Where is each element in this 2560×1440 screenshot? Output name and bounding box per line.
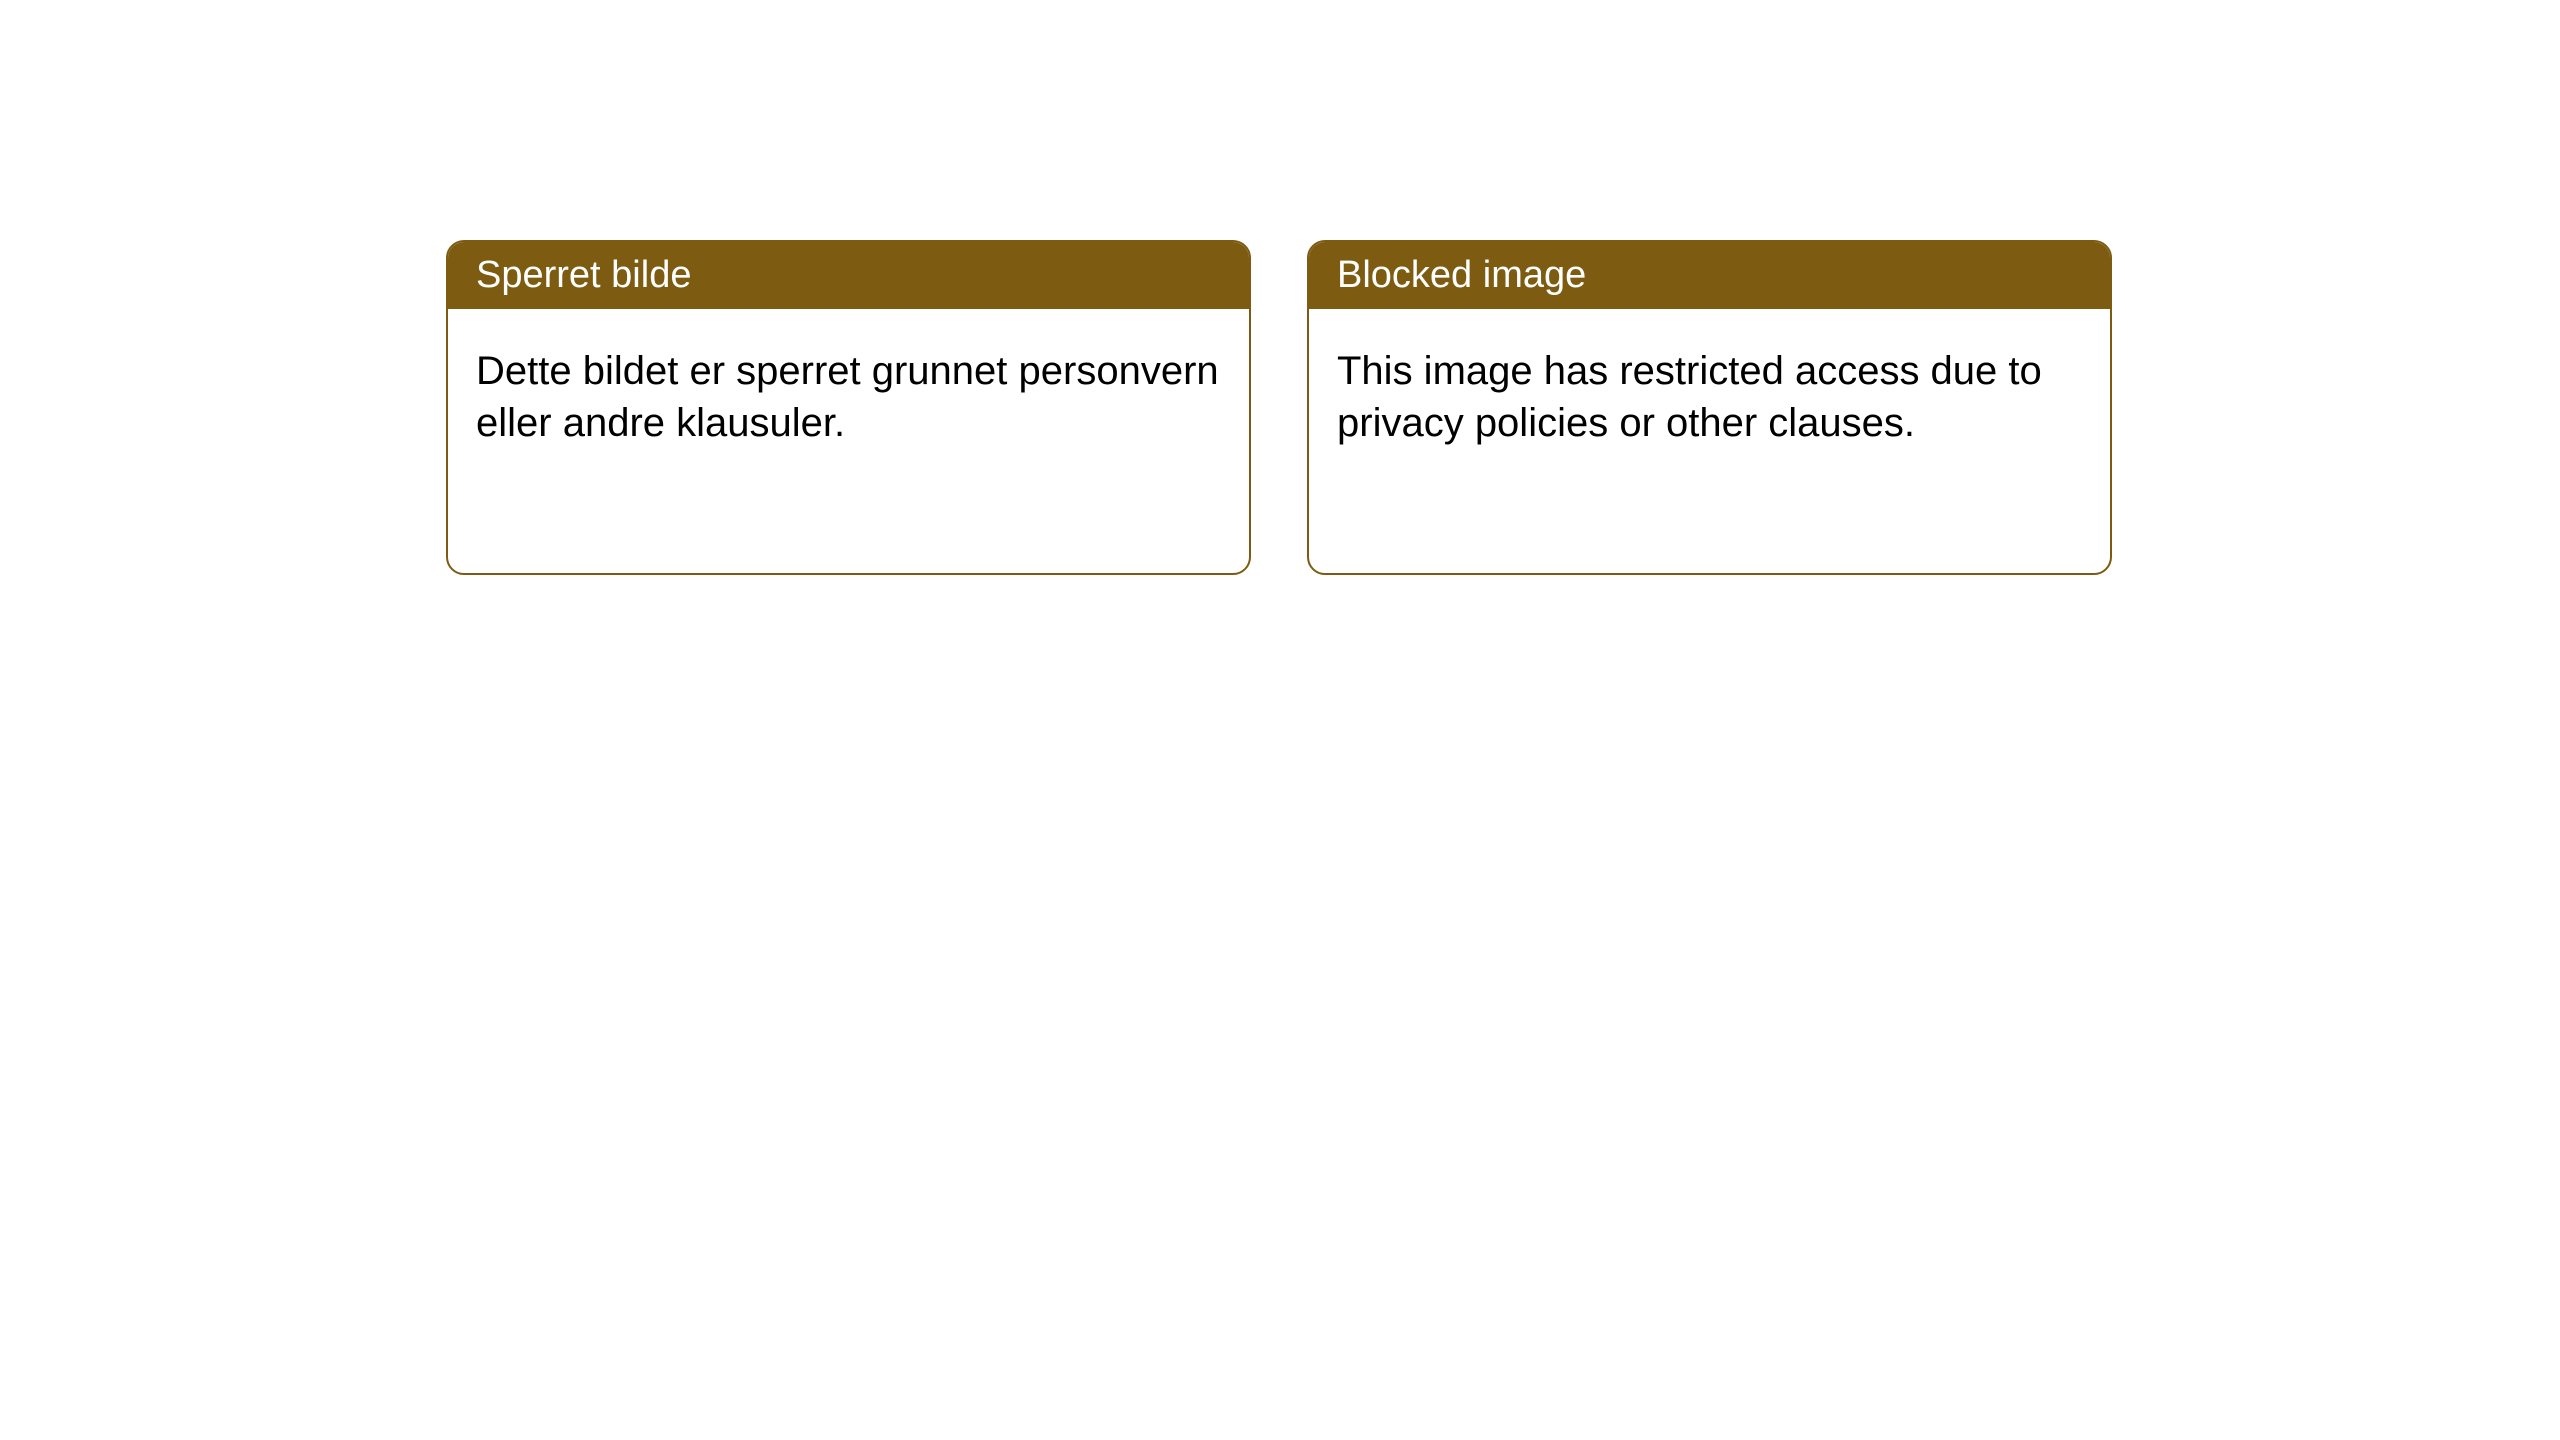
card-header: Sperret bilde bbox=[448, 242, 1249, 309]
card-body: This image has restricted access due to … bbox=[1309, 309, 2110, 485]
card-title: Sperret bilde bbox=[476, 254, 691, 296]
notice-card-english: Blocked image This image has restricted … bbox=[1307, 240, 2112, 575]
card-title: Blocked image bbox=[1337, 254, 1586, 296]
notice-card-norwegian: Sperret bilde Dette bildet er sperret gr… bbox=[446, 240, 1251, 575]
card-body-text: Dette bildet er sperret grunnet personve… bbox=[476, 349, 1219, 445]
card-body: Dette bildet er sperret grunnet personve… bbox=[448, 309, 1249, 485]
card-body-text: This image has restricted access due to … bbox=[1337, 349, 2042, 445]
card-header: Blocked image bbox=[1309, 242, 2110, 309]
notice-cards-container: Sperret bilde Dette bildet er sperret gr… bbox=[446, 240, 2112, 575]
